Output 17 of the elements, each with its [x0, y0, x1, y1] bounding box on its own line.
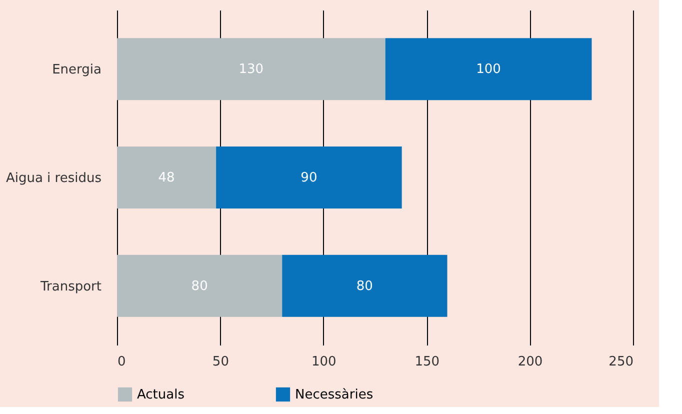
y-tick-label: Aigua i residus	[6, 171, 102, 186]
legend-label: Actuals	[137, 387, 185, 402]
data-label: 90	[300, 170, 318, 186]
x-tick-label: 150	[414, 354, 440, 370]
data-label: 130	[238, 62, 264, 78]
data-label: 80	[191, 278, 208, 294]
x-tick-label: 50	[212, 354, 229, 370]
x-tick-label: 250	[608, 354, 634, 370]
data-label: 48	[158, 170, 175, 186]
x-tick-label: 200	[518, 354, 543, 370]
x-tick-label: 100	[311, 354, 336, 370]
legend-label: Necessàries	[295, 387, 374, 402]
y-tick-label: Transport	[39, 279, 102, 294]
data-label: 100	[476, 62, 501, 78]
x-tick-label: 0	[118, 354, 126, 370]
data-label: 80	[356, 278, 373, 294]
y-tick-label: Energia	[52, 62, 102, 78]
